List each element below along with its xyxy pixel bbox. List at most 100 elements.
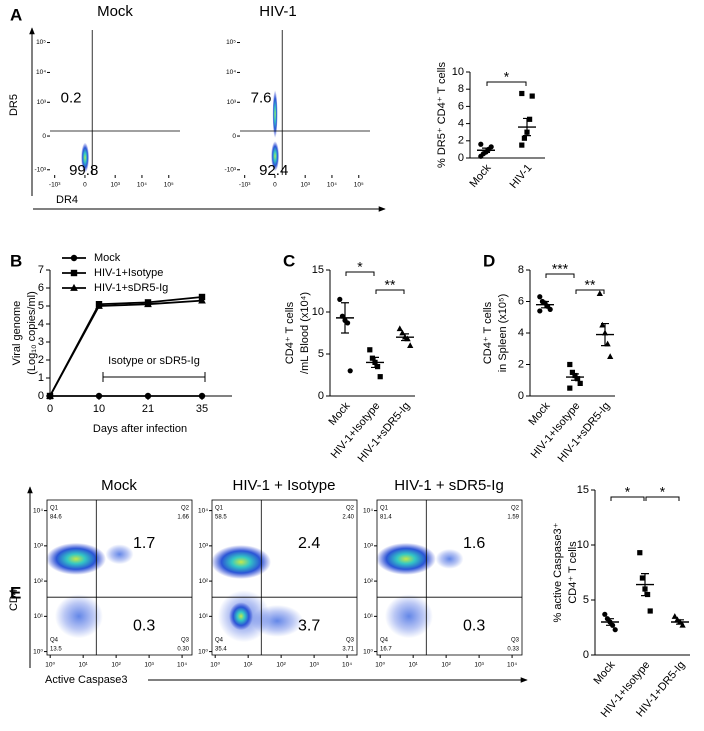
x-tick-label: 10⁵ [164, 182, 174, 189]
density-cloud [384, 594, 433, 639]
y-tick-label: 10⁴ [363, 507, 373, 514]
x-tick-label: 10⁰ [45, 662, 55, 669]
marker-circle [347, 368, 353, 374]
marker-square [369, 355, 375, 361]
y-tick-label: 10³ [34, 543, 44, 550]
x-tick-label: 10⁴ [507, 662, 517, 669]
x-tick-label: 21 [142, 403, 154, 415]
y-axis-label: % active Caspase3⁺ [552, 522, 564, 622]
y-tick-label: 0 [518, 390, 524, 402]
y-axis-label: /mL Blood (x10⁴) [299, 292, 311, 374]
error-bar [676, 619, 684, 625]
marker-square [521, 135, 527, 141]
y-axis-label: CD4⁺ T cells [284, 301, 296, 364]
quadrant-value: 81.4 [380, 515, 392, 521]
y-axis-label: CD4⁺ T cells [567, 541, 579, 604]
quadrant-value: 0.30 [177, 647, 189, 653]
y-tick-label: 4 [458, 118, 464, 130]
quadrant-name: Q4 [215, 638, 224, 644]
error-bar [571, 373, 579, 381]
x-axis-label: Active Caspase3 [45, 674, 128, 686]
plot-frame [376, 499, 523, 656]
y-tick-label: 5 [583, 594, 589, 606]
y-tick-label: 0 [318, 390, 324, 402]
marker-triangle [396, 325, 403, 332]
marker-square [637, 550, 643, 556]
quadrant-name: Q3 [181, 638, 190, 644]
quadrant-value: 7.6 [251, 90, 272, 107]
marker-square [519, 142, 525, 148]
significance-bracket [345, 271, 375, 276]
x-tick-label: 10³ [300, 182, 310, 189]
y-tick-label: 7 [38, 264, 44, 276]
y-tick-label: 10⁴ [36, 69, 46, 76]
y-tick-label: 8 [518, 264, 524, 276]
marker-circle [537, 294, 543, 300]
x-tick-label: 10³ [110, 182, 120, 189]
quadrant-value: 13.5 [50, 647, 62, 653]
marker-triangle [95, 301, 103, 309]
density-cloud [46, 542, 106, 575]
callout-value: 1.7 [133, 535, 155, 552]
x-tick-label: 10³ [144, 662, 154, 669]
quadrant-name: Q2 [346, 506, 355, 512]
y-tick-label: 5 [318, 348, 324, 360]
x-tick-label: 10 [93, 403, 105, 415]
y-tick-label: 0 [583, 649, 589, 661]
error-bar [523, 117, 531, 137]
x-tick-label: 10¹ [408, 662, 418, 669]
x-tick-label: 0 [47, 403, 53, 415]
error-bar [606, 618, 614, 626]
panel-title: Mock [97, 3, 133, 20]
x-tick-label: 10⁴ [137, 182, 147, 189]
density-cloud [211, 545, 271, 579]
marker-triangle [671, 613, 678, 619]
error-bar [541, 300, 549, 309]
legend-label: HIV-1+sDR5-Ig [94, 282, 168, 294]
x-tick-label: 10⁰ [210, 662, 220, 669]
quadrant-value: 84.6 [50, 515, 62, 521]
marker-circle [198, 392, 206, 400]
y-tick-label: 1 [38, 372, 44, 384]
y-tick-label: 10 [577, 539, 589, 551]
y-tick-label: 2 [458, 135, 464, 147]
y-tick-label: 2 [518, 358, 524, 370]
legend-label: Mock [94, 252, 121, 264]
y-tick-label: 15 [577, 484, 589, 496]
marker-square [639, 575, 645, 581]
x-tick-label: 10³ [474, 662, 484, 669]
quadrant-value: 92.4 [259, 162, 288, 179]
significance-label: * [504, 69, 510, 85]
significance-label: * [625, 484, 631, 500]
density-cloud [229, 602, 253, 631]
y-tick-label: 6 [518, 295, 524, 307]
callout-value: 2.4 [298, 535, 320, 552]
y-axis-label: DR5 [8, 94, 20, 116]
y-axis-label: CD4⁺ T cells [482, 301, 494, 364]
y-tick-label: -10³ [34, 166, 46, 173]
quadrant-value: 2.40 [342, 515, 354, 521]
significance-label: * [357, 259, 363, 275]
y-tick-label: 10⁵ [226, 39, 236, 46]
quadrant-name: Q2 [511, 506, 520, 512]
x-tick-label: 10² [441, 662, 451, 669]
y-tick-label: 10⁴ [33, 507, 43, 514]
y-axis-label: CD4 [8, 589, 20, 611]
marker-triangle [607, 353, 614, 359]
panel-letter: C [283, 251, 295, 270]
annotation-bracket [102, 372, 206, 382]
marker-square [375, 364, 381, 370]
y-tick-label: 15 [312, 264, 324, 276]
quadrant-value: 1.66 [177, 515, 189, 521]
density-cloud [272, 90, 278, 139]
callout-value: 3.7 [298, 617, 320, 634]
marker-triangle [198, 296, 206, 304]
panel-letter: D [483, 251, 495, 270]
error-bar [401, 333, 409, 342]
panel-letter: E [10, 583, 21, 602]
x-tick-label: 35 [196, 403, 208, 415]
marker-circle [537, 308, 543, 314]
y-tick-label: 10⁵ [36, 39, 46, 46]
panel-letter: A [10, 5, 22, 24]
error-bar [371, 356, 379, 369]
